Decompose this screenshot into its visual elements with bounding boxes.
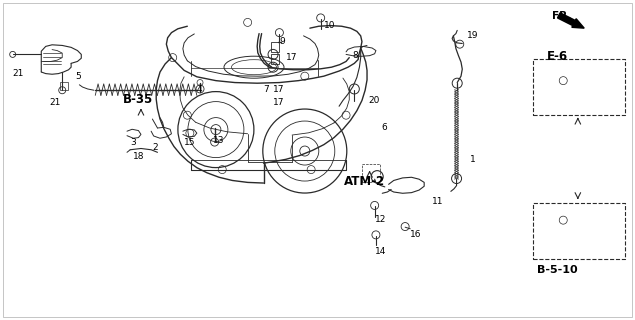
Text: 17: 17: [273, 85, 284, 94]
Text: 21: 21: [13, 69, 24, 78]
Text: 19: 19: [467, 31, 478, 40]
Text: 6: 6: [381, 124, 387, 132]
Text: 5: 5: [75, 72, 81, 81]
Bar: [362, 164, 380, 182]
FancyArrow shape: [558, 13, 584, 28]
Text: 15: 15: [184, 138, 196, 147]
Text: 13: 13: [213, 136, 224, 145]
Text: 17: 17: [273, 98, 284, 107]
Text: ATM-2: ATM-2: [344, 175, 385, 188]
FancyBboxPatch shape: [533, 59, 625, 115]
Text: B-35: B-35: [123, 93, 153, 106]
Text: 10: 10: [324, 21, 335, 30]
Text: 16: 16: [410, 230, 421, 239]
Text: 12: 12: [375, 215, 386, 224]
FancyBboxPatch shape: [533, 203, 625, 259]
Text: 4: 4: [197, 85, 203, 94]
Bar: [271, 42, 279, 52]
Bar: [60, 82, 68, 90]
Text: 1: 1: [470, 156, 476, 164]
Text: FR.: FR.: [552, 11, 572, 21]
Text: 18: 18: [133, 152, 145, 161]
Text: 2: 2: [152, 143, 158, 152]
Bar: [271, 54, 279, 64]
Text: 20: 20: [368, 96, 380, 105]
Text: E-6: E-6: [547, 51, 568, 63]
Text: 21: 21: [50, 98, 61, 107]
Text: 9: 9: [279, 37, 285, 46]
Text: 14: 14: [375, 247, 386, 256]
Text: 17: 17: [286, 53, 297, 62]
Text: 11: 11: [432, 197, 443, 206]
Text: B-5-10: B-5-10: [537, 265, 578, 276]
Text: 7: 7: [264, 85, 269, 94]
Text: 8: 8: [352, 52, 358, 60]
Text: 3: 3: [130, 138, 136, 147]
